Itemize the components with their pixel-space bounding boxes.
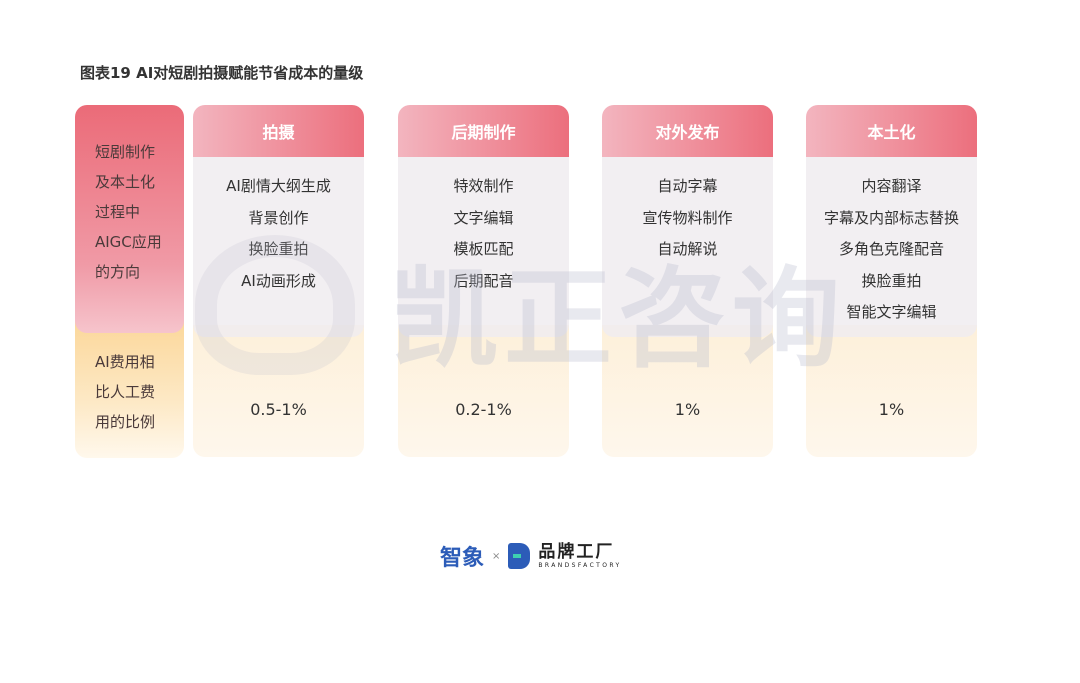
- label-line: 及本土化: [95, 173, 156, 191]
- column-2: 对外发布 自动字幕 宣传物料制作 自动解说 1%: [602, 105, 773, 457]
- list-item: 模板匹配: [453, 240, 514, 259]
- column-3: 本土化 内容翻译 字幕及内部标志替换 多角色克隆配音 换脸重拍 智能文字编辑 1%: [806, 105, 977, 457]
- column-0: 拍摄 AI剧情大纲生成 背景创作换脸重拍 AI动画形成 0.5-1%: [193, 105, 364, 457]
- list-item: 智能文字编辑: [846, 303, 937, 322]
- list-item: 背景创作: [248, 208, 309, 227]
- cost-ratio: 1%: [806, 325, 977, 457]
- separator: ×: [492, 550, 501, 562]
- label-line: 过程中: [95, 203, 141, 221]
- brand-cn: 品牌工厂: [538, 541, 615, 562]
- list-item: 特效制作: [453, 177, 514, 195]
- list-item: 内容翻译: [861, 177, 922, 195]
- cost-ratio: 0.5-1%: [193, 325, 364, 457]
- list-item: AI剧情大纲生成: [226, 177, 331, 195]
- label-line: AI费用相: [95, 353, 155, 371]
- brandsfactory-logo: 品牌工厂 BRANDSFACTORY: [538, 541, 622, 569]
- row-label-cost: AI费用相 比人工费 用的比例: [75, 320, 184, 458]
- column-items: 自动字幕宣传物料制作 自动解说: [602, 157, 773, 337]
- row-label-application: 短剧制作 及本土化 过程中 AIGC应用 的方向: [75, 105, 184, 333]
- list-item: 宣传物料制作: [642, 208, 733, 227]
- footer-logos: 智象 × 品牌工厂 BRANDSFACTORY: [440, 540, 622, 572]
- list-item: AI动画形成: [241, 271, 316, 290]
- brandsfactory-b-icon: [508, 543, 531, 569]
- brand-en: BRANDSFACTORY: [538, 561, 622, 569]
- column-items: 内容翻译字幕及内部标志替换 多角色克隆配音 换脸重拍智能文字编辑: [806, 157, 977, 337]
- label-line: 用的比例: [95, 413, 156, 431]
- column-header: 后期制作: [398, 105, 569, 157]
- cost-ratio: 0.2-1%: [398, 325, 569, 457]
- column-1: 后期制作 特效制作 文字编辑 模板匹配 后期配音 0.2-1%: [398, 105, 569, 457]
- column-header: 本土化: [806, 105, 977, 157]
- list-item: 多角色克隆配音: [838, 240, 944, 259]
- list-item: 后期配音: [453, 271, 514, 290]
- label-line: 比人工费: [95, 383, 156, 401]
- list-item: 换脸重拍: [248, 240, 309, 259]
- list-item: 文字编辑: [453, 208, 514, 227]
- cost-ratio: 1%: [602, 325, 773, 457]
- label-line: 短剧制作: [95, 143, 156, 161]
- column-header: 对外发布: [602, 105, 773, 157]
- column-header: 拍摄: [193, 105, 364, 157]
- list-item: 自动字幕: [657, 177, 718, 195]
- column-items: AI剧情大纲生成 背景创作换脸重拍 AI动画形成: [193, 157, 364, 337]
- list-item: 自动解说: [657, 240, 718, 259]
- list-item: 换脸重拍: [861, 271, 922, 290]
- label-line: AIGC应用: [95, 233, 162, 251]
- zhixiang-logo: 智象: [440, 546, 485, 571]
- list-item: 字幕及内部标志替换: [823, 208, 959, 227]
- label-line: 的方向: [95, 263, 141, 281]
- chart-title: 图表19 AI对短剧拍摄赋能节省成本的量级: [80, 64, 364, 82]
- column-items: 特效制作文字编辑模板匹配后期配音: [398, 157, 569, 337]
